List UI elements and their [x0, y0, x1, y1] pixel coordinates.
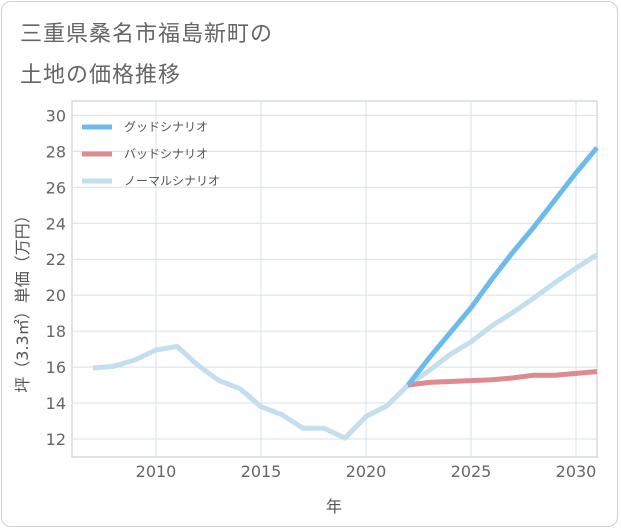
x-tick-label: 2025: [451, 462, 492, 481]
y-tick-label: 28: [46, 142, 66, 161]
y-axis-label: 坪（3.3㎡）単価（万円）: [13, 207, 32, 392]
y-tick-label: 18: [46, 322, 66, 341]
x-tick-label: 2015: [241, 462, 282, 481]
tick-labels: 12 14 16 18 20 22 24 26 28 30 2010 2015 2020 2025 2030: [46, 106, 597, 481]
y-tick-label: 24: [46, 214, 66, 233]
legend-label-2: ノーマルシナリオ: [124, 174, 220, 188]
y-tick-label: 16: [46, 358, 66, 377]
series-line-0: [406, 146, 599, 387]
x-tick-label: 2010: [136, 462, 177, 481]
grid-lines: [72, 101, 597, 457]
plot-area: [71, 100, 598, 458]
series-lines: [92, 146, 599, 441]
chart-title-line-2: 土地の価格推移: [20, 63, 182, 88]
series-line-2: [92, 252, 599, 441]
y-tick-label: 30: [46, 106, 66, 125]
x-tick-label: 2020: [346, 462, 387, 481]
y-tick-label: 20: [46, 286, 66, 305]
x-axis-label: 年: [326, 497, 342, 516]
y-tick-label: 14: [46, 394, 66, 413]
legend-label-1: バッドシナリオ: [124, 147, 208, 161]
y-tick-label: 12: [46, 430, 66, 449]
chart-title-line-1: 三重県桑名市福島新町の: [20, 22, 274, 47]
y-tick-label: 22: [46, 250, 66, 269]
legend-label-0: グッドシナリオ: [124, 120, 208, 134]
series-line-1: [407, 369, 598, 388]
y-tick-label: 26: [46, 178, 66, 197]
x-tick-label: 2030: [556, 462, 597, 481]
